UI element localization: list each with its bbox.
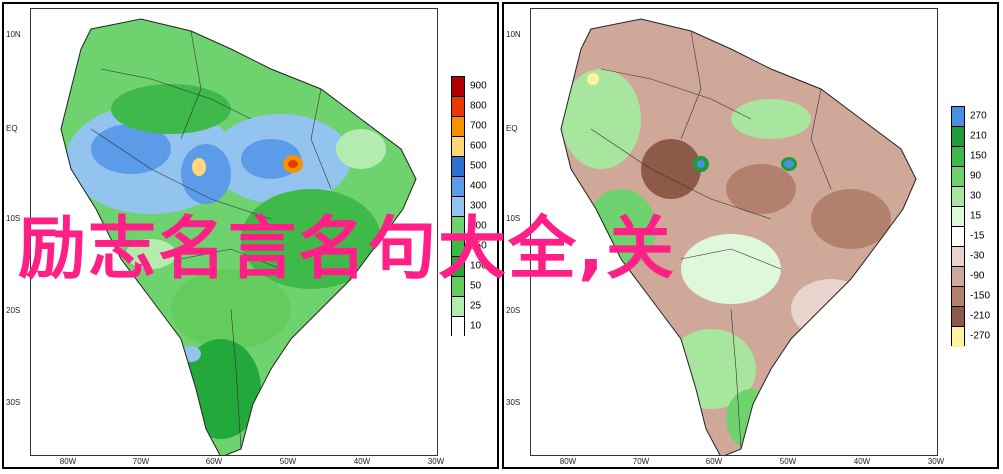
lon-label: 50W xyxy=(279,457,297,466)
lat-label: EQ xyxy=(506,124,518,133)
legend-label: -150 xyxy=(970,290,991,302)
legend-label: 270 xyxy=(970,110,987,122)
legend-swatch xyxy=(952,307,964,327)
lon-label: 30W xyxy=(927,457,945,466)
lat-label: 30S xyxy=(6,398,21,407)
legend-label: 30 xyxy=(970,190,982,202)
legend-label: 800 xyxy=(470,100,487,112)
legend-swatch xyxy=(452,177,464,197)
legend-label: 900 xyxy=(470,80,487,92)
legend-swatch xyxy=(952,247,964,267)
lat-label: 10N xyxy=(6,30,21,39)
legend-swatch xyxy=(452,157,464,177)
legend-swatch xyxy=(952,287,964,307)
legend-swatch xyxy=(452,137,464,157)
legend-label: -90 xyxy=(970,270,985,282)
lon-label: 80W xyxy=(559,457,577,466)
legend-label: -270 xyxy=(970,330,991,342)
legend-label: 15 xyxy=(970,210,982,222)
color-legend-right xyxy=(951,106,965,347)
legend-swatch xyxy=(952,187,964,207)
legend-label: 400 xyxy=(470,180,487,192)
color-legend-left xyxy=(451,76,465,337)
lat-label: EQ xyxy=(6,124,18,133)
lon-label: 60W xyxy=(205,457,223,466)
lat-label: 10N xyxy=(506,30,521,39)
legend-swatch xyxy=(452,117,464,137)
lon-label: 40W xyxy=(353,457,371,466)
lon-label: 60W xyxy=(705,457,723,466)
legend-label: 300 xyxy=(470,200,487,212)
lon-label: 80W xyxy=(59,457,77,466)
legend-swatch xyxy=(452,237,464,257)
anomaly-map-right xyxy=(530,8,938,456)
lat-label: 10S xyxy=(6,214,21,223)
legend-swatch xyxy=(452,257,464,277)
legend-label: 25 xyxy=(470,300,482,312)
legend-swatch xyxy=(452,277,464,297)
legend-swatch xyxy=(952,227,964,247)
precip-map-left xyxy=(30,8,438,456)
map-panel-left: 10N EQ 10S 20S 30S 80W 70W 60W 50W 40W 3… xyxy=(2,2,499,469)
legend-label: 210 xyxy=(970,130,987,142)
legend-label: 600 xyxy=(470,140,487,152)
watermark-text: 励志名言名句大全,关 xyxy=(18,210,676,289)
lat-label: 20S xyxy=(506,306,521,315)
legend-swatch xyxy=(452,317,464,337)
legend-label: -30 xyxy=(970,250,985,262)
legend-label: 700 xyxy=(470,120,487,132)
legend-label: 10 xyxy=(470,320,482,332)
south-america-map-left xyxy=(31,9,437,455)
lon-label: 70W xyxy=(132,457,150,466)
legend-swatch xyxy=(952,207,964,227)
south-america-map-right xyxy=(531,9,937,455)
lon-label: 50W xyxy=(779,457,797,466)
legend-swatch xyxy=(952,127,964,147)
legend-swatch xyxy=(952,107,964,127)
legend-label: 150 xyxy=(470,240,487,252)
legend-swatch xyxy=(452,297,464,317)
legend-swatch xyxy=(452,197,464,217)
lat-label: 20S xyxy=(6,306,21,315)
legend-label: -210 xyxy=(970,310,991,322)
legend-swatch xyxy=(452,97,464,117)
lat-label: 30S xyxy=(506,398,521,407)
legend-swatch xyxy=(952,147,964,167)
legend-swatch xyxy=(952,167,964,187)
legend-swatch xyxy=(952,267,964,287)
legend-swatch xyxy=(952,327,964,347)
legend-swatch xyxy=(452,217,464,237)
legend-label: 200 xyxy=(470,220,487,232)
legend-label: -15 xyxy=(970,230,985,242)
map-panel-right: 10N EQ 10S 20S 30S 80W 70W 60W 50W 40W 3… xyxy=(502,2,999,469)
legend-label: 500 xyxy=(470,160,487,172)
lon-label: 40W xyxy=(853,457,871,466)
lat-label: 10S xyxy=(506,214,521,223)
lon-label: 70W xyxy=(632,457,650,466)
legend-label: 150 xyxy=(970,150,987,162)
legend-label: 50 xyxy=(470,280,482,292)
lon-label: 30W xyxy=(427,457,445,466)
legend-label: 90 xyxy=(970,170,982,182)
legend-label: 100 xyxy=(470,260,487,272)
legend-swatch xyxy=(452,77,464,97)
